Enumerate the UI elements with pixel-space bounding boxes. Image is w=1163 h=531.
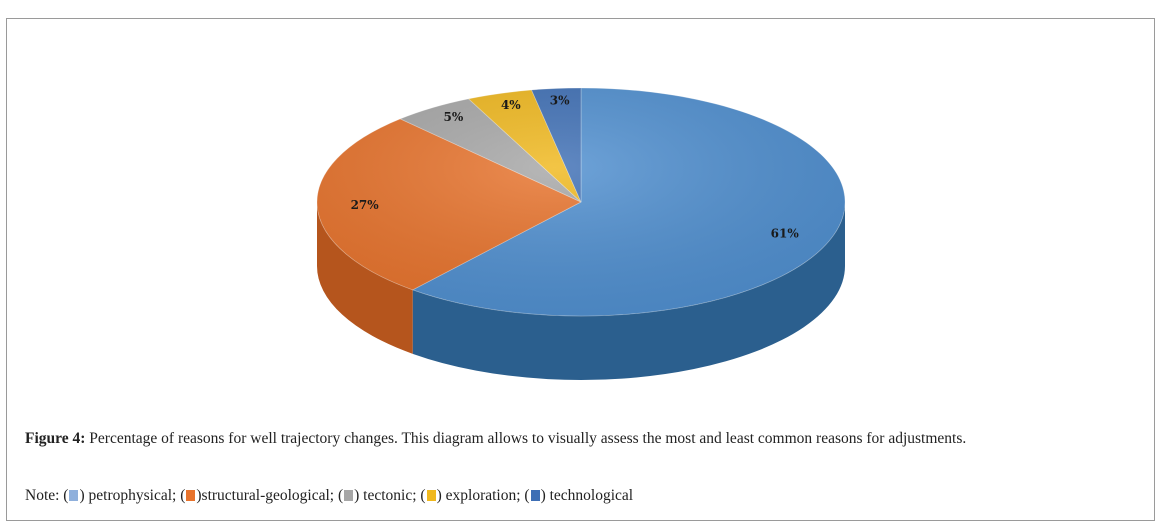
data-label-exploration: 4% bbox=[501, 98, 521, 112]
pie-tops bbox=[316, 87, 846, 317]
pie-top-sheen bbox=[317, 88, 845, 316]
note-prefix: Note: ( bbox=[25, 487, 69, 504]
figure-caption: Figure 4: Percentage of reasons for well… bbox=[25, 427, 1145, 451]
figure-label: Figure 4: bbox=[25, 430, 86, 447]
legend-text-petrophysical: ) petrophysical; ( bbox=[79, 487, 186, 504]
pie-side-structural-geological bbox=[317, 202, 413, 354]
pie-side-petrophysical bbox=[412, 202, 845, 380]
data-label-tectonic: 5% bbox=[444, 110, 464, 124]
data-label-technological: 3% bbox=[550, 93, 570, 107]
figure-caption-text: Percentage of reasons for well trajector… bbox=[85, 430, 967, 447]
legend-swatch-tectonic bbox=[344, 490, 354, 501]
pie-chart: 61% 27% 5% 4% 3% bbox=[316, 87, 846, 380]
figure-frame: 61% 27% 5% 4% 3% Figure 4: Percentage of rea… bbox=[6, 18, 1155, 521]
legend-swatch-structural-geological bbox=[186, 490, 196, 501]
legend-text-tectonic: ) tectonic; ( bbox=[354, 487, 426, 504]
legend-text-technological: ) technological bbox=[540, 487, 634, 504]
legend-swatch-exploration bbox=[426, 490, 436, 501]
legend-swatch-technological bbox=[530, 490, 540, 501]
figure-note: Note: ( ) petrophysical; ( )structural-geo… bbox=[25, 484, 1145, 508]
data-label-structural-geological: 27% bbox=[351, 198, 380, 212]
data-label-petrophysical: 61% bbox=[771, 227, 800, 241]
pie-sides bbox=[317, 202, 845, 380]
legend-swatch-petrophysical bbox=[69, 490, 79, 501]
pie-labels: 61% 27% 5% 4% 3% bbox=[351, 93, 800, 240]
legend-text-structural-geological: )structural-geological; ( bbox=[196, 487, 344, 504]
legend-text-exploration: ) exploration; ( bbox=[436, 487, 530, 504]
